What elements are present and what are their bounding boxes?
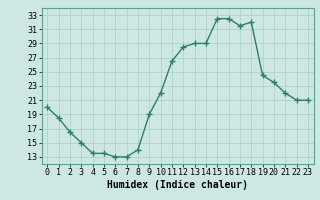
X-axis label: Humidex (Indice chaleur): Humidex (Indice chaleur) [107, 180, 248, 190]
